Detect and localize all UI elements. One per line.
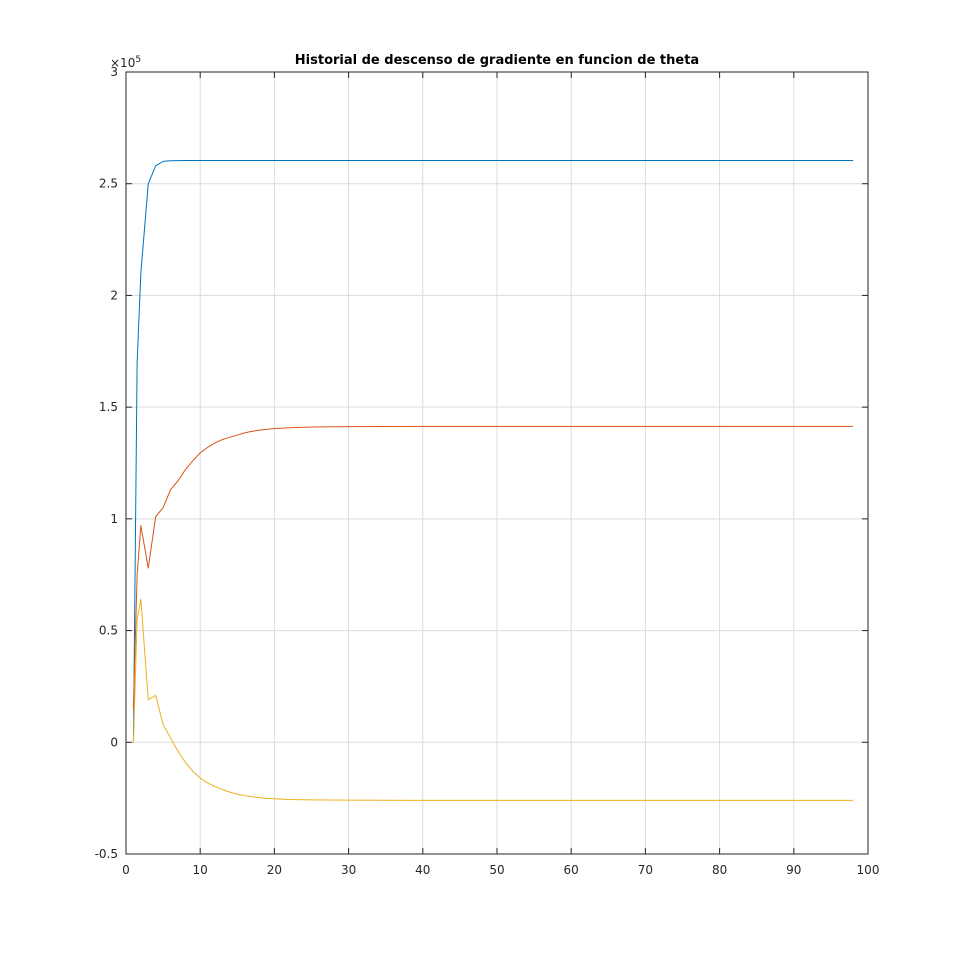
- chart-title: Historial de descenso de gradiente en fu…: [295, 53, 699, 68]
- y-tick-label: 0: [110, 735, 118, 749]
- series-line-1: [132, 159, 854, 743]
- y-tick-label: 3: [110, 65, 118, 79]
- x-tick-label: 30: [341, 863, 356, 877]
- y-tick-label: 2: [110, 288, 118, 302]
- x-tick-label: 60: [564, 863, 579, 877]
- x-tick-label: 10: [193, 863, 208, 877]
- series-group: [132, 159, 854, 801]
- y-exponent-label: ×105: [110, 55, 141, 70]
- axes: [125, 71, 869, 855]
- y-tick-label: 1.5: [99, 400, 118, 414]
- y-tick-label: 2.5: [99, 177, 118, 191]
- x-tick-label: 40: [415, 863, 430, 877]
- x-tick-label: 90: [786, 863, 801, 877]
- x-tick-label: 100: [857, 863, 880, 877]
- x-tick-label: 20: [267, 863, 282, 877]
- x-tick-label: 50: [489, 863, 504, 877]
- x-tick-label: 0: [122, 863, 130, 877]
- x-tick-label: 70: [638, 863, 653, 877]
- y-tick-label: 0.5: [99, 624, 118, 638]
- y-tick-label: -0.5: [95, 847, 118, 861]
- series-line-2: [132, 425, 854, 709]
- x-tick-label: 80: [712, 863, 727, 877]
- y-tick-label: 1: [110, 512, 118, 526]
- series-line-3: [132, 598, 854, 801]
- tick-labels: 0 10 20 30 40 50 60 70 80 90 100 -0.5 0 0.5 1 1.5 2 2.5 3: [95, 65, 880, 877]
